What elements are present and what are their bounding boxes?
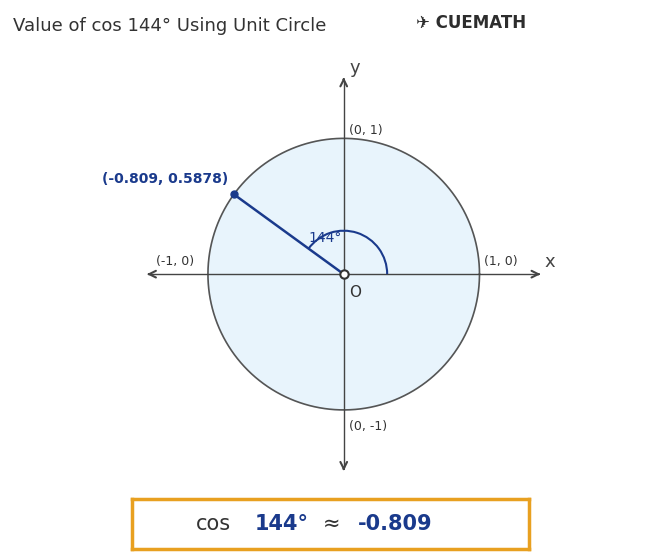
Text: 144°: 144° [309,231,342,245]
Text: y: y [349,59,360,77]
Polygon shape [208,138,479,410]
Text: O: O [349,285,361,300]
Text: -0.809: -0.809 [358,514,433,534]
Text: ✈ CUEMATH: ✈ CUEMATH [416,14,527,32]
Text: cos: cos [196,514,231,534]
Text: 144°: 144° [255,514,309,534]
Text: (-1, 0): (-1, 0) [157,256,194,268]
Text: (-0.809, 0.5878): (-0.809, 0.5878) [102,172,229,186]
Text: (1, 0): (1, 0) [484,256,517,268]
Text: ≈: ≈ [323,514,340,534]
Text: Value of cos 144° Using Unit Circle: Value of cos 144° Using Unit Circle [13,17,327,35]
Text: (0, -1): (0, -1) [349,420,387,433]
Text: x: x [545,253,555,271]
Text: (0, 1): (0, 1) [349,124,383,136]
